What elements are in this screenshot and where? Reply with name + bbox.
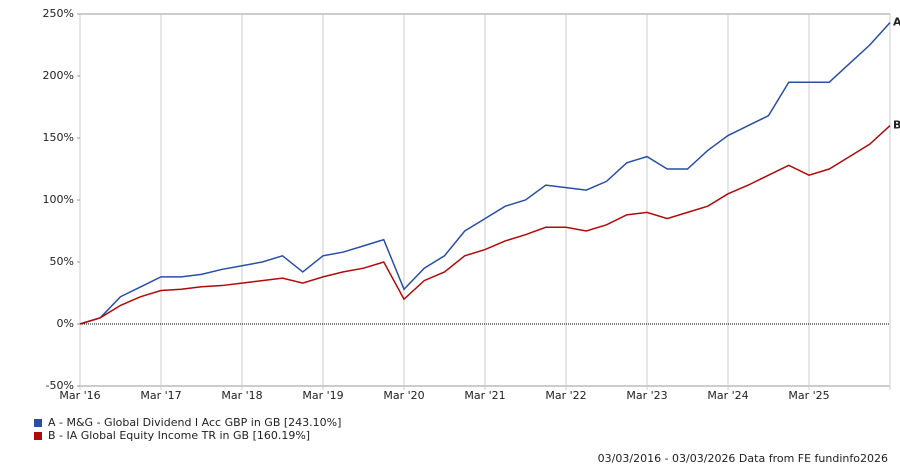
legend-swatch [34, 419, 42, 427]
end-label: A [893, 16, 900, 29]
y-tick-label: 100% [43, 193, 74, 206]
x-tick-label: Mar '18 [221, 389, 262, 402]
y-tick-label: 150% [43, 131, 74, 144]
series-line [79, 125, 891, 325]
legend-label: B - IA Global Equity Income TR in GB [16… [48, 429, 310, 442]
y-tick-label: 50% [50, 255, 74, 268]
legend-label: A - M&G - Global Dividend I Acc GBP in G… [48, 416, 341, 429]
y-tick-label: 200% [43, 69, 74, 82]
end-label: B [893, 119, 900, 132]
x-tick-label: Mar '21 [464, 389, 505, 402]
y-tick-label: -50% [46, 379, 74, 392]
y-tick-label: 0% [57, 317, 74, 330]
x-tick-label: Mar '16 [59, 389, 100, 402]
x-tick-label: Mar '24 [707, 389, 748, 402]
series-line [79, 22, 891, 325]
x-tick-label: Mar '17 [140, 389, 181, 402]
x-tick-label: Mar '19 [302, 389, 343, 402]
x-tick-label: Mar '20 [383, 389, 424, 402]
footer: 03/03/2016 - 03/03/2026 Data from FE fun… [598, 452, 888, 465]
y-tick-label: 250% [43, 7, 74, 20]
x-tick-label: Mar '23 [626, 389, 667, 402]
legend-swatch [34, 432, 42, 440]
x-tick-label: Mar '22 [545, 389, 586, 402]
x-tick-label: Mar '25 [788, 389, 829, 402]
